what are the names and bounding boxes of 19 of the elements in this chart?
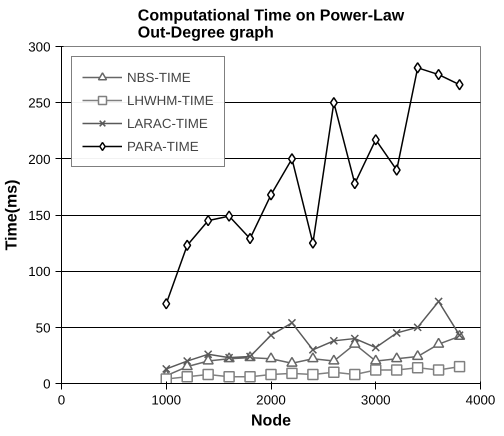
legend-label: PARA-TIME xyxy=(127,138,199,154)
x-tick-label: 4000 xyxy=(466,392,496,408)
y-tick-label: 300 xyxy=(28,40,51,54)
y-axis-title: Time(ms) xyxy=(3,180,20,250)
y-tick-label: 100 xyxy=(28,264,51,280)
x-axis-title: Node xyxy=(251,412,292,430)
legend-label: NBS-TIME xyxy=(127,70,191,84)
legend-label: LARAC-TIME xyxy=(127,116,208,130)
y-tick-label: 200 xyxy=(28,152,51,167)
x-tick-label: 1000 xyxy=(151,392,182,408)
y-tick-label: 250 xyxy=(28,96,51,111)
legend-label: LHWHM-TIME xyxy=(127,92,214,108)
chart-title: Computational Time on Power-Law Out-Degree graph xyxy=(138,8,405,42)
x-tick-label: 3000 xyxy=(360,392,391,408)
y-tick-label: 50 xyxy=(36,320,51,336)
x-tick-label: 2000 xyxy=(256,392,286,408)
x-tick-label: 0 xyxy=(58,392,66,408)
y-tick-label: 0 xyxy=(43,376,51,392)
y-tick-label: 150 xyxy=(28,208,51,223)
